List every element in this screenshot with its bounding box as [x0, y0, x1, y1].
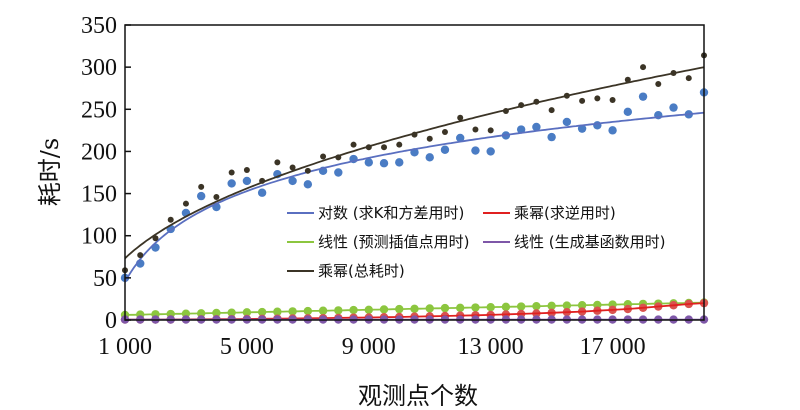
y-tick-label: 150	[81, 182, 117, 208]
data-point	[242, 176, 252, 186]
data-point	[350, 141, 357, 148]
x-tick-label: 17 000	[580, 334, 646, 360]
data-point	[669, 103, 678, 112]
data-point	[608, 126, 617, 135]
legend-item: 乘幂(总耗时)	[287, 262, 405, 280]
trend-line	[124, 66, 705, 259]
data-point	[320, 153, 327, 160]
data-point	[198, 183, 205, 190]
data-point	[471, 146, 480, 155]
data-point	[196, 191, 206, 201]
data-point	[487, 127, 494, 134]
data-point	[303, 180, 313, 189]
data-point	[137, 252, 144, 259]
y-tick-label: 0	[105, 308, 117, 334]
data-point	[623, 107, 633, 117]
data-point	[257, 188, 267, 197]
trend-line	[124, 111, 705, 283]
axes: 0 50 100 150 200 250 300 350 1 000 5 000 9 000 13 0…	[81, 13, 705, 360]
data-point	[426, 135, 433, 142]
data-point	[441, 129, 448, 136]
data-point	[182, 200, 189, 207]
data-point	[593, 121, 602, 130]
data-point	[638, 92, 648, 101]
data-point	[396, 141, 403, 148]
legend-item: 乘幂(求逆用时)	[483, 204, 616, 222]
x-axis-label: 观测点个数	[358, 382, 478, 410]
series-4	[122, 52, 707, 274]
x-tick-label: 1 000	[98, 334, 152, 360]
data-point	[562, 117, 572, 127]
y-axis-label: 耗时/s	[36, 138, 64, 206]
data-point	[548, 107, 555, 114]
plot-frame	[124, 24, 705, 321]
data-point	[624, 76, 631, 83]
plot-area	[120, 52, 709, 324]
y-tick-label: 350	[81, 13, 117, 39]
data-point	[472, 126, 479, 133]
legend-item: 对数 (求K和方差用时)	[287, 204, 464, 222]
data-point	[655, 81, 662, 87]
data-point	[395, 158, 404, 167]
data-point	[516, 125, 526, 134]
data-point	[289, 164, 296, 171]
data-point	[594, 95, 601, 102]
legend-label: 乘幂(总耗时)	[318, 262, 405, 280]
y-tick-label: 100	[81, 224, 117, 250]
legend-label: 对数 (求K和方差用时)	[318, 204, 464, 222]
data-point	[577, 124, 587, 133]
data-point	[457, 114, 464, 121]
legend-item: 线性 (生成基函数用时)	[483, 233, 665, 251]
y-tick-label: 200	[81, 139, 117, 165]
data-point	[425, 153, 434, 162]
data-point	[486, 147, 495, 156]
data-point	[227, 179, 236, 188]
data-point	[274, 159, 281, 166]
data-point	[213, 193, 220, 200]
data-point	[579, 97, 586, 104]
data-point	[532, 122, 541, 132]
data-point	[379, 159, 389, 168]
data-point	[167, 216, 174, 223]
legend-item: 线性 (预测插值点用时)	[287, 233, 469, 251]
y-tick-label: 300	[81, 55, 117, 81]
x-tick-label: 9 000	[342, 334, 396, 360]
data-point	[685, 75, 692, 82]
data-point	[456, 133, 465, 143]
legend-label: 乘幂(求逆用时)	[514, 204, 616, 222]
data-point	[547, 132, 556, 142]
legend: 对数 (求K和方差用时) 乘幂(求逆用时) 线性 (预测插值点用时) 线性 (生成基函…	[287, 204, 665, 280]
data-point	[288, 176, 297, 186]
series-0	[120, 88, 709, 283]
data-point	[304, 167, 311, 174]
data-point	[381, 144, 388, 151]
data-point	[334, 168, 343, 177]
data-point	[243, 166, 250, 173]
legend-label: 线性 (预测插值点用时)	[318, 233, 469, 251]
data-point	[440, 145, 450, 154]
legend-label: 线性 (生成基函数用时)	[514, 233, 665, 251]
data-point	[228, 169, 235, 176]
y-tick-label: 250	[81, 97, 117, 123]
data-point	[152, 235, 159, 242]
trend-line	[124, 301, 705, 316]
data-point	[640, 64, 647, 71]
x-tick-label: 5 000	[220, 334, 274, 360]
x-tick-label: 13 000	[458, 334, 524, 360]
data-point	[364, 158, 373, 167]
y-tick-label: 50	[93, 266, 117, 292]
data-point	[609, 97, 616, 104]
